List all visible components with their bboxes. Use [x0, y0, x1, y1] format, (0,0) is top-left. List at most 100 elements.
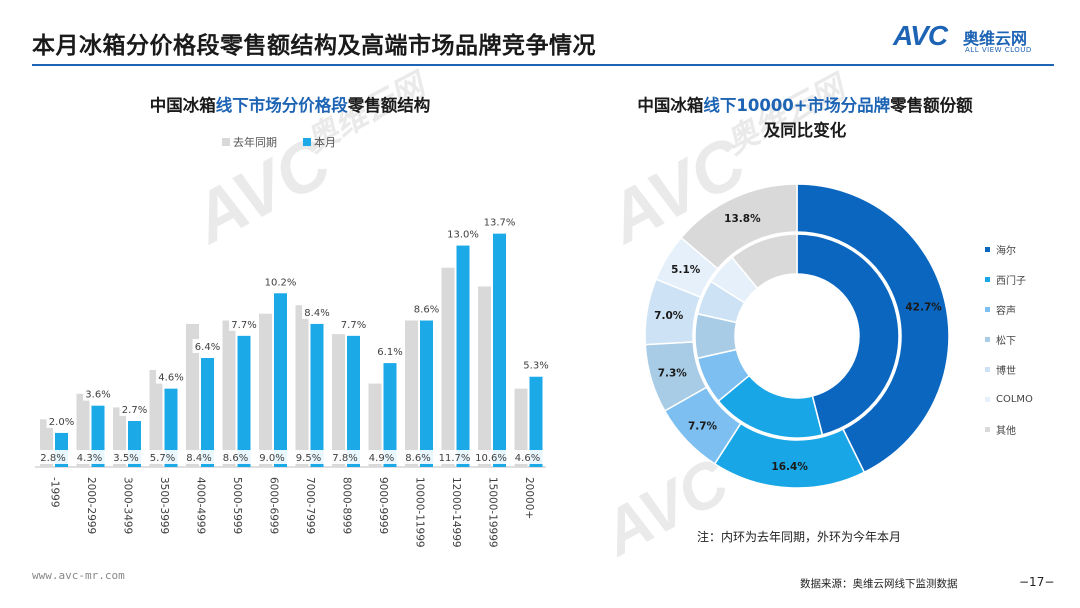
category-label: 6000-6999 [267, 477, 279, 534]
data-label-bg [265, 274, 296, 289]
legend-label: 西门子 [996, 275, 1026, 287]
bar-this-month [237, 335, 251, 467]
data-label-bg [521, 357, 551, 372]
data-label-bg [448, 226, 478, 241]
title-divider [32, 64, 1054, 66]
data-label-last-year: 2.8% [40, 453, 65, 464]
legend-item: 松下 [985, 324, 1033, 354]
data-label-bg [512, 450, 543, 464]
right-chart-title: 中国冰箱线下10000+市场分品牌零售额份额 及同比变化 [637, 96, 973, 140]
data-label-last-year: 11.7% [439, 453, 471, 464]
data-label-last-year: 9.5% [296, 453, 321, 464]
bar-this-month [529, 376, 543, 467]
data-label-bg [476, 450, 506, 464]
legend-item: COLMO [985, 384, 1033, 414]
data-label-bg [439, 450, 470, 464]
category-label: 3500-3999 [158, 477, 170, 534]
data-label-last-year: 8.6% [405, 453, 430, 464]
data-label-bg [184, 450, 214, 464]
data-label-bg [366, 450, 397, 464]
brand-logo-cn: 奥维云网 [963, 29, 1028, 48]
data-label-last-year: 8.4% [186, 453, 211, 464]
data-label-this-month: 6.1% [377, 347, 402, 358]
data-label-last-year: 8.6% [223, 453, 248, 464]
legend-item: 西门子 [985, 264, 1033, 294]
data-label-last-year: 7.8% [332, 453, 357, 464]
category-label: 5000-5999 [231, 477, 243, 534]
brand-legend: 海尔 西门子 容声 松下 博世 COLMO 其他 [985, 234, 1033, 444]
legend-swatch-last-year [222, 138, 230, 146]
legend-label: 松下 [996, 335, 1016, 347]
legend-item: 海尔 [985, 234, 1033, 264]
legend-label: 容声 [996, 305, 1016, 317]
legend-dot [985, 246, 990, 252]
data-label-last-year: 10.6% [475, 453, 507, 464]
legend-label: 其他 [996, 425, 1016, 437]
data-label-last-year: 9.0% [259, 453, 284, 464]
legend-item: 其他 [985, 414, 1033, 444]
category-label: 4000-4999 [194, 477, 206, 534]
bar-this-month [383, 363, 397, 467]
legend-dot [985, 366, 990, 372]
data-label-this-month: 2.7% [122, 405, 147, 416]
slice-label: 42.7% [905, 301, 942, 313]
legend-label-last-year: 去年同期 [233, 136, 277, 149]
page-title: 本月冰箱分价格段零售额结构及高端市场品牌竞争情况 [32, 33, 596, 59]
slice-label: 13.8% [724, 213, 761, 225]
data-label-this-month: 5.3% [523, 361, 548, 372]
data-label-bg [83, 386, 113, 401]
brand-logo-avc: AVC [893, 20, 948, 51]
legend-dot [985, 276, 990, 282]
legend-swatch-this-month [303, 138, 311, 146]
data-label-bg [229, 316, 259, 331]
data-label-last-year: 4.3% [77, 453, 102, 464]
data-label-bg [74, 450, 105, 464]
data-label-this-month: 7.7% [341, 320, 366, 331]
data-label-bg [46, 413, 77, 428]
data-label-this-month: 4.6% [158, 373, 183, 384]
bar-this-month [164, 388, 178, 467]
data-label-this-month: 8.4% [304, 308, 329, 319]
category-label: 2000-2999 [85, 477, 97, 534]
legend-dot [985, 306, 990, 312]
data-label-bg [484, 214, 515, 229]
category-label: 9000-9999 [377, 477, 389, 534]
outer-ring-slice-其他 [680, 183, 798, 270]
bar-last-year [368, 383, 382, 467]
slice-label: 7.0% [654, 310, 684, 322]
brand-logo: AVC 奥维云网 ALL VIEW CLOUD [893, 20, 1063, 62]
data-label-bg [302, 304, 332, 319]
category-label: 10000-11999 [413, 477, 425, 548]
bar-this-month [456, 245, 470, 467]
bar-this-month [310, 323, 324, 467]
category-label: 8000-8999 [340, 477, 352, 534]
bar-this-month [420, 320, 433, 467]
bar-last-year [186, 323, 199, 467]
inner-ring-slice-海尔 [796, 233, 900, 436]
left-chart-legend: 去年同期 本月 [222, 134, 336, 150]
category-label: 7000-7999 [304, 477, 316, 534]
data-label-bg [411, 301, 442, 316]
data-label-bg [119, 402, 150, 417]
data-label-last-year: 3.5% [113, 453, 138, 464]
data-label-bg [220, 450, 251, 464]
data-label-bg [293, 450, 324, 464]
data-label-this-month: 6.4% [195, 342, 220, 353]
slice-label: 7.3% [658, 368, 688, 380]
data-label-bg [111, 450, 141, 464]
bar-last-year [441, 267, 455, 467]
data-label-last-year: 4.6% [515, 453, 540, 464]
data-label-bg [403, 450, 433, 464]
bar-this-month [347, 335, 360, 467]
bar-last-year [478, 286, 491, 467]
bar-this-month [493, 233, 506, 467]
category-label: 12000-14999 [450, 477, 462, 548]
data-label-bg [147, 450, 178, 464]
data-label-last-year: 5.7% [150, 453, 175, 464]
footer-site: www.avc-mr.com [32, 569, 125, 582]
data-label-bg [375, 344, 405, 359]
data-label-this-month: 7.7% [231, 320, 256, 331]
category-label: 20000+ [523, 477, 535, 519]
data-label-bg [330, 450, 360, 464]
data-label-this-month: 8.6% [414, 305, 439, 316]
